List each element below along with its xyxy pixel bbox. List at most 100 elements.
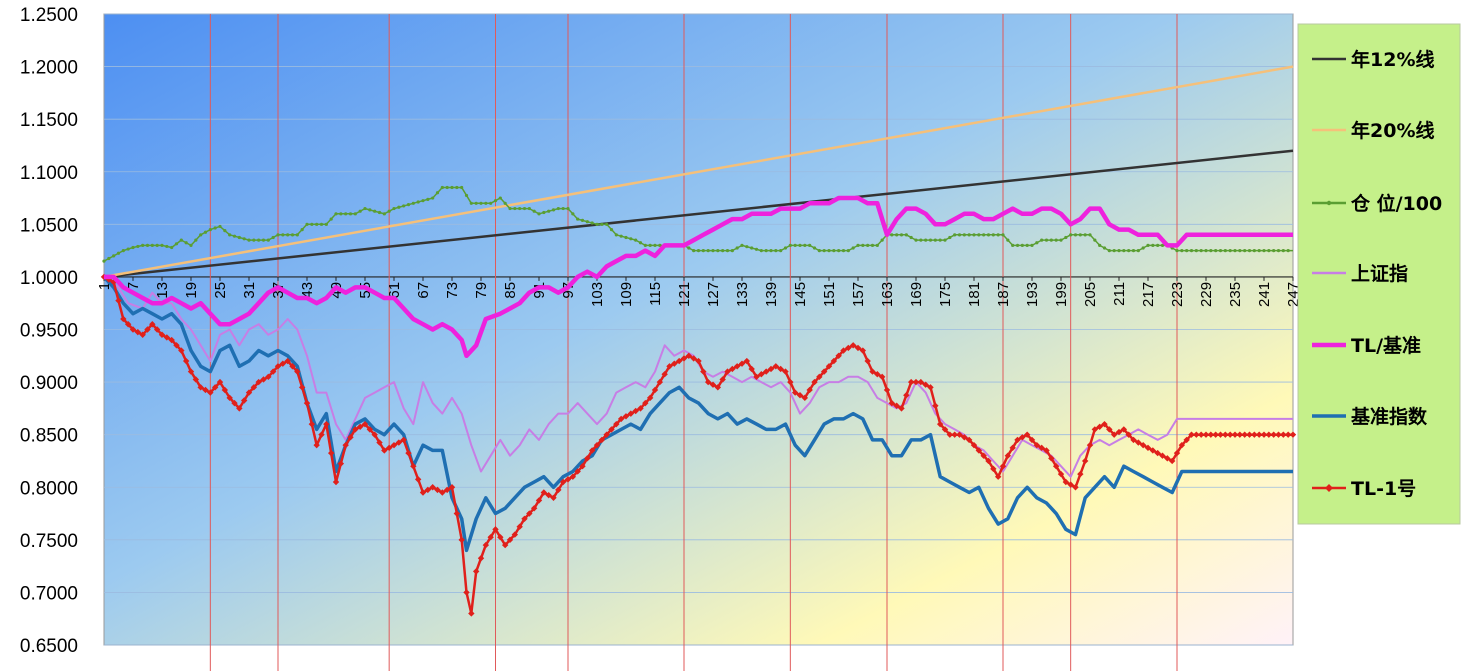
series-point [468, 610, 475, 617]
x-tick-label: 67 [415, 282, 432, 299]
series-point [477, 555, 485, 562]
series-point [1078, 233, 1082, 237]
series-point [985, 457, 992, 465]
series-point [899, 233, 904, 237]
series-point [290, 233, 295, 237]
series-point [1159, 452, 1166, 459]
series-point [991, 233, 995, 237]
series-point [704, 378, 712, 386]
series-point [634, 238, 638, 242]
series-point [791, 389, 799, 396]
series-point [1057, 470, 1065, 478]
series-2 [102, 185, 1293, 263]
series-point [1252, 249, 1256, 253]
series-point [787, 378, 794, 386]
series-point [385, 444, 393, 452]
series-point [696, 249, 701, 253]
series-point [139, 331, 146, 338]
series-point [948, 235, 952, 240]
series-point [1236, 431, 1244, 438]
series-point [245, 389, 253, 396]
series-point [825, 363, 833, 370]
series-point [168, 336, 175, 344]
series-point [980, 452, 987, 459]
x-tick-label: 217 [1140, 282, 1157, 307]
series-point [1069, 233, 1073, 237]
series-point [1062, 478, 1070, 486]
series-point [653, 243, 657, 247]
series-point [1064, 235, 1068, 240]
series-point [503, 201, 507, 205]
series-point [1204, 249, 1208, 253]
series-point [811, 378, 818, 386]
series-point [1207, 431, 1215, 438]
series-point [675, 357, 683, 365]
x-tick-label: 121 [676, 282, 693, 307]
series-point [569, 473, 577, 480]
series-point [429, 484, 436, 491]
series-point [1093, 238, 1097, 242]
series-point [619, 234, 623, 238]
series-point [1267, 249, 1271, 253]
series-point [1246, 431, 1253, 438]
series-point [733, 363, 741, 370]
series-point [179, 238, 183, 242]
series-point [518, 206, 522, 211]
series-point [1218, 249, 1223, 253]
series-point [497, 534, 504, 541]
series-point [617, 415, 625, 423]
series-point [1035, 241, 1039, 245]
series-point [580, 218, 585, 222]
series-point [184, 241, 188, 245]
series-point [1276, 249, 1281, 253]
series-point [1214, 249, 1218, 253]
series-point [1015, 243, 1020, 247]
series-point [371, 431, 378, 438]
series-point [1052, 463, 1060, 470]
x-tick-label: 163 [879, 282, 896, 307]
series-point [793, 243, 797, 247]
series-point [1020, 243, 1024, 247]
series-point [1130, 436, 1137, 444]
series-point [769, 249, 773, 253]
series-point [584, 455, 591, 462]
series-point [956, 431, 963, 438]
series-point [358, 209, 362, 213]
x-tick-label: 97 [560, 282, 577, 299]
y-axis-tick-labels: 0.6500 0.7000 0.7500 0.8000 0.8500 0.9000 0.95… [20, 5, 78, 657]
series-point [716, 249, 720, 253]
series-point [706, 249, 710, 253]
series-point [498, 196, 502, 200]
series-point [194, 238, 198, 242]
legend-marker [1325, 484, 1333, 492]
legend-item: TL-1号 [1312, 478, 1416, 500]
series-point [924, 238, 928, 242]
series-point [424, 486, 432, 494]
y-tick-label: 0.9500 [20, 321, 78, 342]
series-point [996, 233, 1000, 237]
series-point [938, 238, 942, 242]
series-point [337, 460, 345, 467]
series-point [1149, 447, 1157, 454]
series-point [448, 484, 456, 491]
series-point [982, 233, 986, 237]
series-point [1033, 441, 1041, 449]
series-point [745, 245, 749, 249]
x-tick-label: 241 [1256, 282, 1273, 307]
series-point [893, 402, 900, 409]
series-point [537, 212, 541, 216]
series-point [547, 209, 551, 213]
series-point [830, 357, 838, 365]
x-tick-label: 193 [1024, 282, 1041, 307]
series-point [160, 243, 164, 247]
series-point [308, 420, 316, 428]
series-point [353, 212, 357, 216]
series-point [1030, 243, 1034, 247]
series-point [695, 357, 702, 365]
series-point [1188, 431, 1195, 438]
series-point [1110, 431, 1118, 438]
x-tick-label: 211 [1111, 282, 1128, 306]
series-point [324, 222, 328, 226]
series-point [1072, 484, 1079, 491]
